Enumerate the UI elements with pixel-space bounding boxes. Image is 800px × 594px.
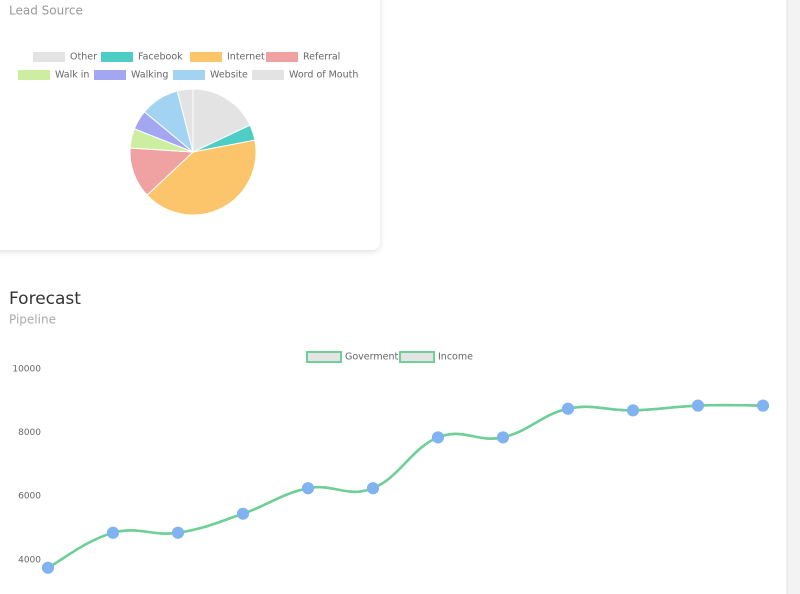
y-tick-label: 6000 [18,492,41,502]
y-tick-label: 4000 [18,555,41,565]
y-tick-label: 10000 [12,365,41,375]
legend-label: Goverment [345,352,398,363]
point [497,431,509,444]
legend-label: Website [210,70,248,81]
legend-label: Walking [131,70,168,81]
legend-label: Facebook [138,52,183,63]
legend-label: Word of Mouth [289,70,358,81]
point [42,561,54,574]
line-title: Forecast [9,289,81,309]
legend-swatch [252,70,284,80]
pie-slice [146,139,257,216]
legend-swatch [173,70,205,80]
legend-swatch [266,52,298,62]
legend-swatch [101,52,133,62]
legend-swatch [306,351,342,363]
point [562,402,574,415]
legend-swatch [33,52,65,62]
point [172,526,184,539]
legend-label: Walk in [55,70,89,81]
point [627,404,639,417]
point [302,482,314,495]
point [757,399,769,412]
point [692,399,704,412]
point [367,482,379,495]
legend-label: Referral [303,52,340,63]
legend-label: Other [70,52,97,63]
side-panel [787,0,800,594]
point [432,431,444,444]
point [237,507,249,520]
legend-swatch [190,52,222,62]
legend-label: Internet [227,52,265,63]
line [47,403,764,569]
point [107,526,119,539]
pie-slice [192,88,251,153]
pie-slice [176,88,194,153]
legend-swatch [399,351,435,363]
legend-swatch [94,70,126,80]
y-tick-label: 8000 [18,428,41,438]
legend-label: Income [438,352,473,363]
legend-swatch [18,70,50,80]
line [47,403,764,569]
line-subtitle: Pipeline [9,313,56,327]
pie-title: Lead Source [9,4,83,18]
